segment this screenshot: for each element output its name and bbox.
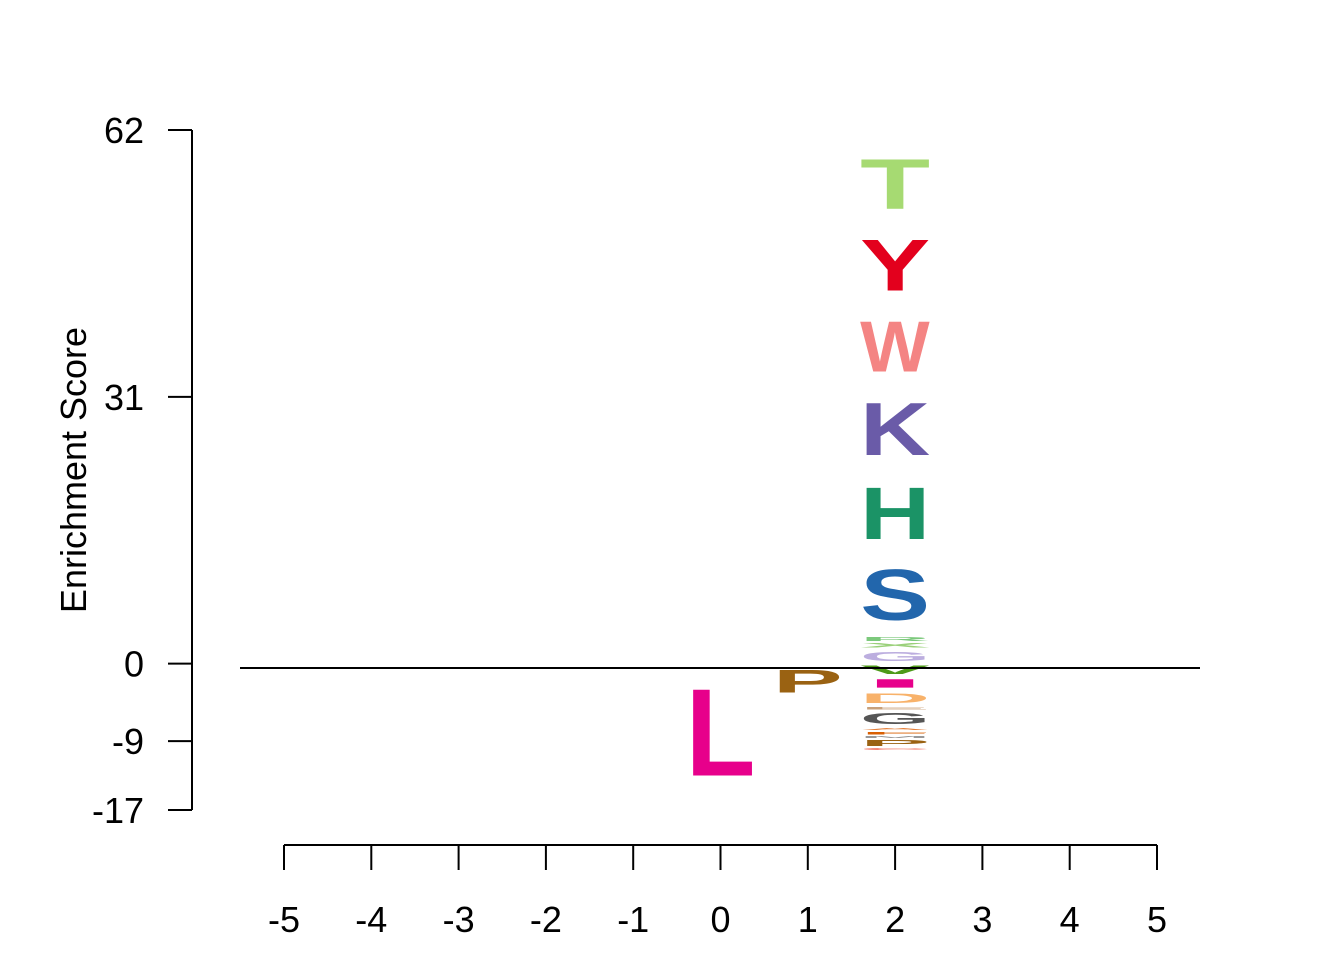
- y-tick-label: 31: [104, 377, 144, 418]
- y-tick-label: 62: [104, 110, 144, 151]
- logo-letter-h: H: [860, 472, 930, 555]
- y-tick-label: 0: [124, 644, 144, 685]
- x-tick-label: 2: [885, 899, 905, 940]
- y-tick-label: -17: [92, 790, 144, 831]
- x-ticks: -5 -4 -3 -2 -1 0 1 2 3 4 5: [268, 845, 1167, 940]
- logo-letter-m: M: [860, 735, 930, 738]
- logo-letter-k: K: [860, 387, 930, 471]
- x-tick-label: -3: [443, 899, 475, 940]
- logo-letter-c: C: [860, 748, 930, 751]
- logo-letter-g: G: [860, 649, 930, 664]
- logo-letter-e: E: [860, 706, 930, 710]
- x-tick-label: -4: [355, 899, 387, 940]
- y-ticks: 62 31 0 -9 -17: [92, 110, 192, 831]
- x-tick-label: 0: [710, 899, 730, 940]
- logo-letter-x: X: [860, 642, 930, 649]
- y-axis-title: Enrichment Score: [53, 327, 94, 613]
- logo-letter-w: W: [860, 307, 930, 387]
- logo-letter-i: I: [860, 677, 930, 691]
- x-tick-label: 5: [1147, 899, 1167, 940]
- logo-letter-s: S: [860, 555, 930, 636]
- logo-letter-t: T: [860, 145, 930, 224]
- x-tick-label: 3: [972, 899, 992, 940]
- logo-letter-l: L: [686, 664, 756, 802]
- x-tick-label: 1: [798, 899, 818, 940]
- logo-letter-p: P: [773, 664, 843, 700]
- logo-letter-g: G: [860, 710, 930, 727]
- logo-letter-r: R: [860, 636, 930, 642]
- x-tick-label: 4: [1060, 899, 1080, 940]
- y-tick-label: -9: [112, 721, 144, 762]
- y-axis: 62 31 0 -9 -17: [92, 110, 193, 831]
- logo-letter-d: D: [860, 690, 930, 706]
- x-axis: -5 -4 -3 -2 -1 0 1 2 3 4 5: [268, 844, 1167, 940]
- logo-letter-f: F: [860, 731, 930, 735]
- x-tick-label: -2: [530, 899, 562, 940]
- x-tick-label: -1: [617, 899, 649, 940]
- logo-letter-y: Y: [860, 225, 930, 307]
- logo-letter-a: A: [860, 727, 930, 730]
- x-tick-label: -5: [268, 899, 300, 940]
- logo-letter-p: P: [860, 739, 930, 748]
- logo-letter-v: V: [860, 664, 930, 677]
